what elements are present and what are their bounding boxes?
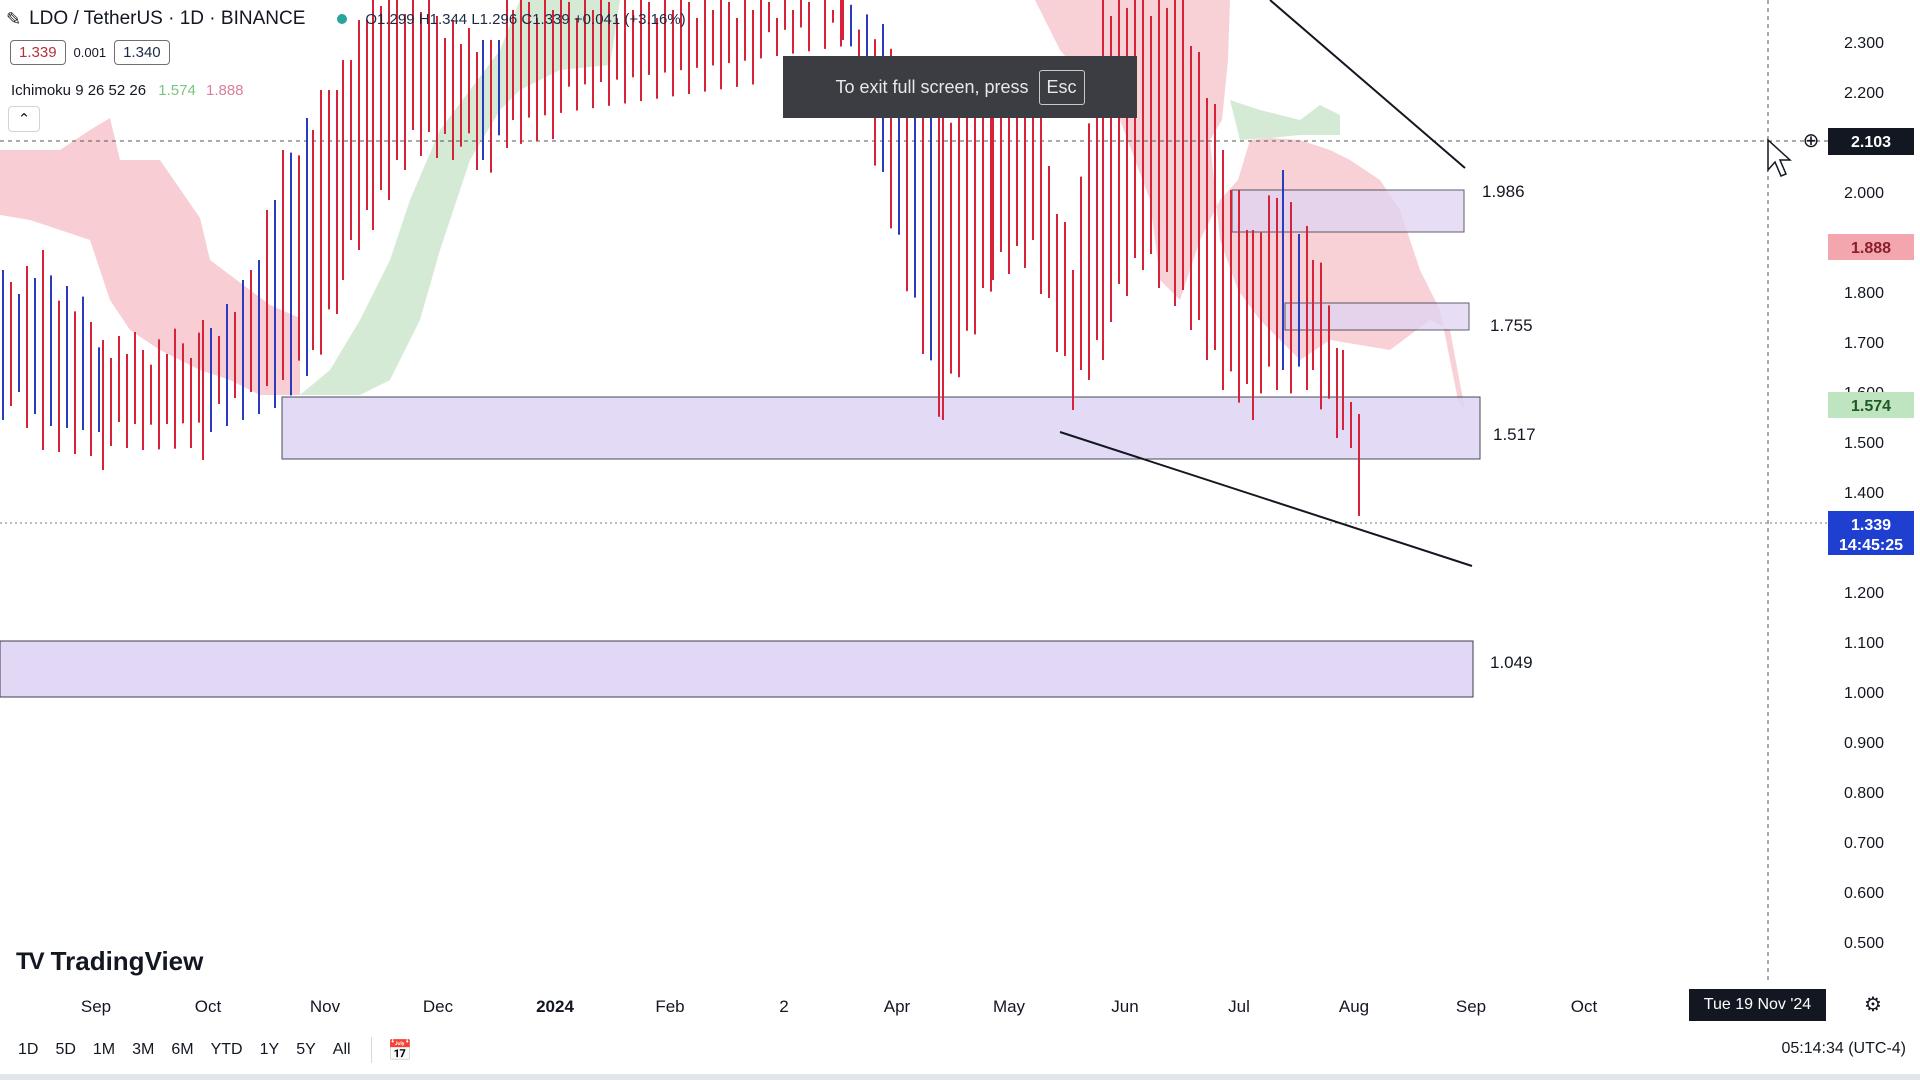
ichimoku-green-price-label: 1.574 — [1851, 398, 1891, 415]
timeframe-1d[interactable]: 1D — [18, 1041, 39, 1058]
bid-price-button[interactable]: 1.339 — [10, 40, 66, 65]
time-axis-tick: May — [993, 997, 1026, 1016]
ohlc-values: O1.299 H1.344 L1.296 C1.339 +0.041 (+3.1… — [365, 11, 685, 28]
price-axis-tick: 0.900 — [1844, 735, 1884, 752]
esc-key-badge: Esc — [1038, 69, 1085, 105]
mouse-cursor-icon — [1767, 138, 1792, 177]
price-axis-tick: 1.400 — [1844, 485, 1884, 502]
bid-ask-row: 1.339 0.001 1.340 — [10, 40, 170, 65]
trendline-upper[interactable] — [1269, 0, 1466, 169]
ichimoku-cloud-green — [300, 0, 620, 395]
bottom-toolbar: 1D 5D 1M 3M 6M YTD 1Y 5Y All 📅 — [0, 1028, 1920, 1072]
indicator-value-red: 1.888 — [205, 82, 244, 99]
time-axis-tick: 2 — [779, 997, 788, 1016]
time-axis-tick: Oct — [1571, 997, 1598, 1016]
last-price-label: 14:45:25 — [1839, 537, 1903, 554]
ichimoku-cloud-red — [0, 130, 90, 240]
chart-symbol-icon: ✎ — [6, 8, 22, 29]
symbol-header: ✎ LDO / TetherUS · 1D · BINANCE O1.299 H… — [6, 8, 686, 30]
timeframe-ytd[interactable]: YTD — [210, 1041, 243, 1058]
chevron-up-icon: ⌃ — [17, 111, 31, 128]
timeframe-5d[interactable]: 5D — [55, 1041, 76, 1058]
time-axis-tick: Jun — [1111, 997, 1138, 1016]
timeframe-all[interactable]: All — [332, 1041, 351, 1058]
fullscreen-toast: To exit full screen, press Esc — [783, 56, 1137, 118]
time-axis-tick: Sep — [81, 997, 111, 1016]
add-alert-plus-icon[interactable]: ⊕ — [1803, 130, 1820, 152]
collapse-legend-button[interactable]: ⌃ — [8, 106, 40, 132]
indicator-value-green: 1.574 — [158, 82, 196, 99]
candlesticks — [2, 0, 1360, 516]
ichimoku-red-price-label-bg — [1828, 234, 1914, 260]
price-axis-tick: 0.700 — [1844, 835, 1884, 852]
timeframe-3m[interactable]: 3M — [132, 1041, 155, 1058]
tradingview-logo-icon: TV — [16, 947, 45, 975]
indicator-label: Ichimoku 9 26 52 26 — [11, 82, 147, 99]
zone-1-986[interactable] — [1231, 189, 1465, 233]
price-axis-tick: 2.000 — [1844, 185, 1884, 202]
price-axis-tick: 1.200 — [1844, 585, 1884, 602]
time-axis-tick: Feb — [655, 997, 684, 1016]
price-axis-tick: 0.600 — [1844, 885, 1884, 902]
toolbar-divider — [370, 1037, 372, 1063]
price-axis-tick: 0.800 — [1844, 785, 1884, 802]
time-axis-tick: Jul — [1228, 997, 1250, 1016]
logo-text: TradingView — [50, 946, 204, 976]
last-price-label: 1.339 — [1851, 517, 1891, 534]
zone-price-label: 1.755 — [1490, 316, 1533, 335]
symbol-title[interactable]: LDO / TetherUS · 1D · BINANCE — [29, 8, 306, 29]
price-axis-tick: 1.500 — [1844, 435, 1884, 452]
tradingview-logo[interactable]: TV TradingView — [16, 946, 203, 977]
price-axis-tick: 1.000 — [1844, 685, 1884, 702]
price-axis-tick: 1.800 — [1844, 285, 1884, 302]
clock-display[interactable]: 05:14:34 (UTC-4) — [1781, 1040, 1907, 1057]
zone-1-517[interactable] — [281, 396, 1481, 460]
ohlc-close: C1.339 — [521, 10, 570, 28]
ohlc-change: +0.041 (+3.16%) — [573, 10, 686, 28]
settings-gear-icon[interactable]: ⚙ — [1864, 994, 1882, 1016]
price-axis-tick: 1.100 — [1844, 635, 1884, 652]
ichimoku-red-price-label: 1.888 — [1851, 240, 1891, 257]
timeframe-1m[interactable]: 1M — [92, 1041, 116, 1058]
price-axis-tick: 2.200 — [1844, 85, 1884, 102]
indicator-legend[interactable]: Ichimoku 9 26 52 26 1.574 1.888 — [11, 82, 244, 99]
ohlc-open: O1.299 — [365, 10, 415, 28]
time-axis-tick: Apr — [884, 997, 911, 1016]
last-price-label-bg — [1828, 511, 1914, 555]
ohlc-high: H1.344 — [418, 10, 468, 28]
price-axis-tick: 1.700 — [1844, 335, 1884, 352]
time-axis-tick: Nov — [310, 997, 341, 1016]
time-axis-tick: 2024 — [536, 997, 574, 1016]
toast-text: To exit full screen, press — [835, 76, 1029, 97]
trendline-lower[interactable] — [1059, 431, 1473, 567]
crosshair-price-label: 2.103 — [1851, 134, 1891, 151]
time-axis-tick: Oct — [195, 997, 222, 1016]
zone-1-049[interactable] — [0, 640, 1474, 698]
market-status-dot — [337, 14, 348, 24]
time-axis-tick: Aug — [1339, 997, 1369, 1016]
zone-price-label: 1.517 — [1493, 425, 1536, 444]
zone-1-755[interactable] — [1284, 302, 1470, 331]
ichimoku-cloud-green — [1230, 100, 1340, 140]
zone-price-label: 1.049 — [1490, 653, 1533, 672]
go-to-date-calendar-icon[interactable]: 📅 — [387, 1039, 413, 1062]
ichimoku-cloud-red — [90, 118, 300, 395]
spread-value: 0.001 — [73, 45, 107, 60]
time-axis-tick: Dec — [423, 997, 454, 1016]
ohlc-low: L1.296 — [471, 10, 518, 28]
zone-price-label: 1.986 — [1482, 182, 1525, 201]
price-axis-tick: 0.500 — [1844, 935, 1884, 952]
timeframe-5y[interactable]: 5Y — [296, 1041, 316, 1058]
ichimoku-green-price-label-bg — [1828, 392, 1914, 418]
timeframe-1y[interactable]: 1Y — [259, 1041, 280, 1058]
time-axis-tick: Sep — [1456, 997, 1486, 1016]
ask-price-button[interactable]: 1.340 — [114, 40, 170, 65]
crosshair-date-label: Tue 19 Nov '24 — [1689, 989, 1826, 1021]
timeframe-6m[interactable]: 6M — [171, 1041, 194, 1058]
bottom-scroll-track — [0, 1074, 1920, 1080]
price-axis-tick: 2.300 — [1844, 35, 1884, 52]
crosshair-price-label-bg — [1828, 128, 1914, 155]
